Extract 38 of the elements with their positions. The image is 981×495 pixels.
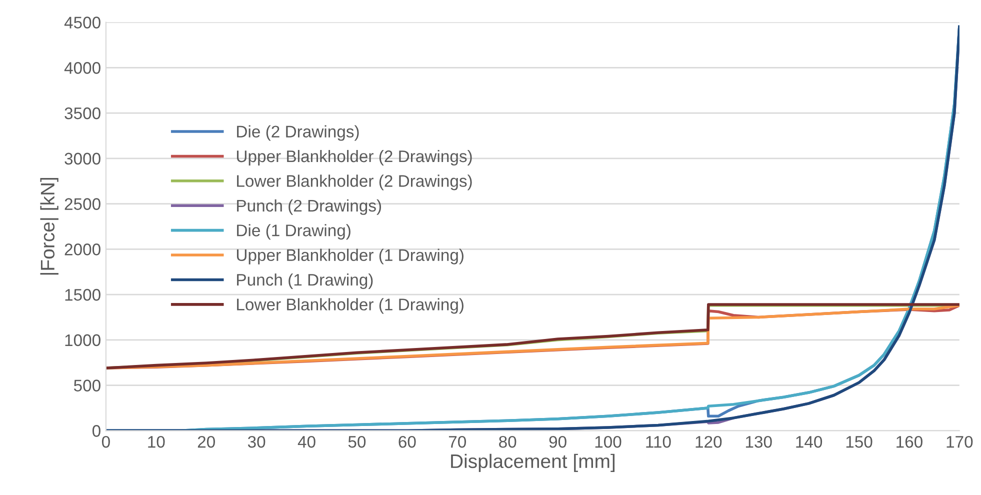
- x-tick-label: 70: [448, 436, 466, 448]
- y-tick-label: 3000: [64, 152, 100, 165]
- y-tick-label: 1000: [65, 334, 100, 346]
- legend-label: Upper Blankholder (1 Drawing): [236, 248, 464, 264]
- y-tick-label: 2500: [64, 198, 100, 210]
- legend-label: Lower Blankholder (1 Drawing): [237, 298, 464, 314]
- x-tick-label: 100: [595, 436, 622, 448]
- y-tick-label: 2000: [64, 244, 100, 256]
- x-tick-label: 0: [102, 436, 110, 448]
- x-tick-label: 20: [198, 436, 215, 448]
- x-tick-label: 110: [646, 436, 671, 448]
- x-tick-label: 90: [549, 436, 566, 448]
- legend-label: Die (2 Drawings): [237, 125, 359, 141]
- x-tick-label: 170: [946, 436, 973, 448]
- y-axis-title: |Force| [kN]: [40, 178, 58, 275]
- y-tick-label: 0: [92, 425, 100, 437]
- x-tick-label: 50: [348, 436, 366, 448]
- x-tick-label: 150: [846, 436, 872, 448]
- x-axis-title: Displacement [mm]: [451, 454, 614, 472]
- x-tick-label: 40: [298, 436, 316, 448]
- x-tick-label: 160: [896, 436, 922, 448]
- legend-label: Die (1 Drawing): [237, 224, 350, 240]
- x-tick-label: 60: [398, 436, 416, 448]
- x-tick-label: 130: [746, 436, 772, 448]
- legend-label: Punch (2 Drawings): [237, 199, 382, 215]
- x-tick-label: 80: [499, 436, 516, 448]
- legend-label: Lower Blankholder (2 Drawings): [237, 174, 472, 190]
- y-tick-label: 3500: [64, 107, 100, 120]
- x-tick-label: 30: [248, 436, 266, 448]
- y-tick-label: 1500: [65, 288, 100, 301]
- y-tick-label: 4000: [64, 62, 100, 74]
- legend-label: Upper Blankholder (2 Drawings): [236, 150, 472, 166]
- x-tick-label: 10: [148, 436, 165, 448]
- y-tick-label: 4500: [64, 16, 100, 28]
- legend-label: Punch (1 Drawing): [237, 273, 373, 290]
- x-tick-label: 120: [696, 436, 722, 448]
- y-tick-label: 500: [74, 380, 100, 392]
- x-tick-label: 140: [796, 436, 822, 448]
